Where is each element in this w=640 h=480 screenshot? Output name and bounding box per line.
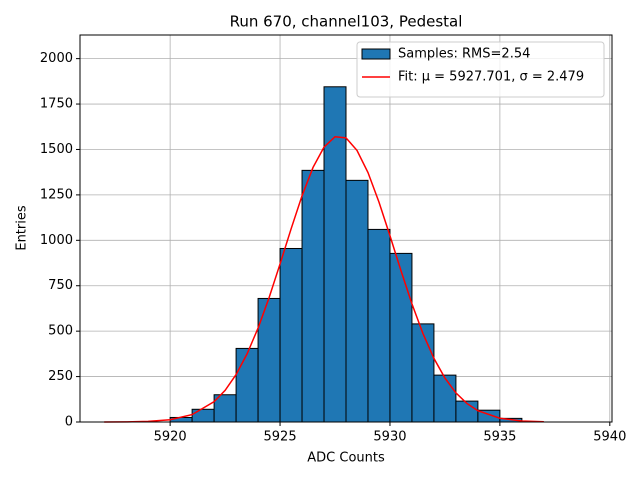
legend: Samples: RMS=2.54 Fit: μ = 5927.701, σ = … [356, 41, 605, 98]
fit-line [104, 135, 544, 423]
histogram-bar [345, 179, 369, 423]
histogram-bar [411, 323, 435, 423]
legend-box [356, 41, 605, 98]
axes-frame [79, 34, 613, 423]
x-axis-label: ADC Counts [307, 451, 385, 466]
y-tick-label: 1750 [40, 97, 73, 112]
y-tick-label: 1000 [40, 233, 73, 248]
x-tick-label: 5940 [593, 430, 626, 445]
legend-label: Fit: μ = 5927.701, σ = 2.479 [398, 70, 584, 85]
y-tick-label: 0 [65, 415, 73, 430]
y-tick-label: 250 [48, 369, 73, 384]
legend-label: Samples: RMS=2.54 [398, 47, 530, 62]
histogram-bar [301, 169, 325, 423]
x-tick-label: 5935 [483, 430, 516, 445]
histogram-bar [433, 374, 457, 423]
chart-title: Run 670, channel103, Pedestal [230, 13, 463, 31]
histogram-bar [367, 228, 391, 423]
y-tick-label: 1250 [40, 187, 73, 202]
histogram-bar [389, 252, 413, 423]
x-tick-label: 5925 [264, 430, 297, 445]
x-tick-label: 5920 [154, 430, 187, 445]
histogram-bar [191, 408, 215, 423]
legend-swatch [361, 48, 391, 60]
y-tick-label: 750 [48, 278, 73, 293]
plot-area [104, 86, 544, 423]
y-tick-label: 1500 [40, 142, 73, 157]
x-tick-label: 5930 [373, 430, 406, 445]
histogram-bar [169, 416, 193, 423]
y-axis-label: Entries [15, 205, 30, 251]
histogram-bar [279, 247, 303, 423]
histogram-bar [235, 347, 259, 423]
y-tick-label: 500 [48, 324, 73, 339]
y-tick-label: 2000 [40, 51, 73, 66]
